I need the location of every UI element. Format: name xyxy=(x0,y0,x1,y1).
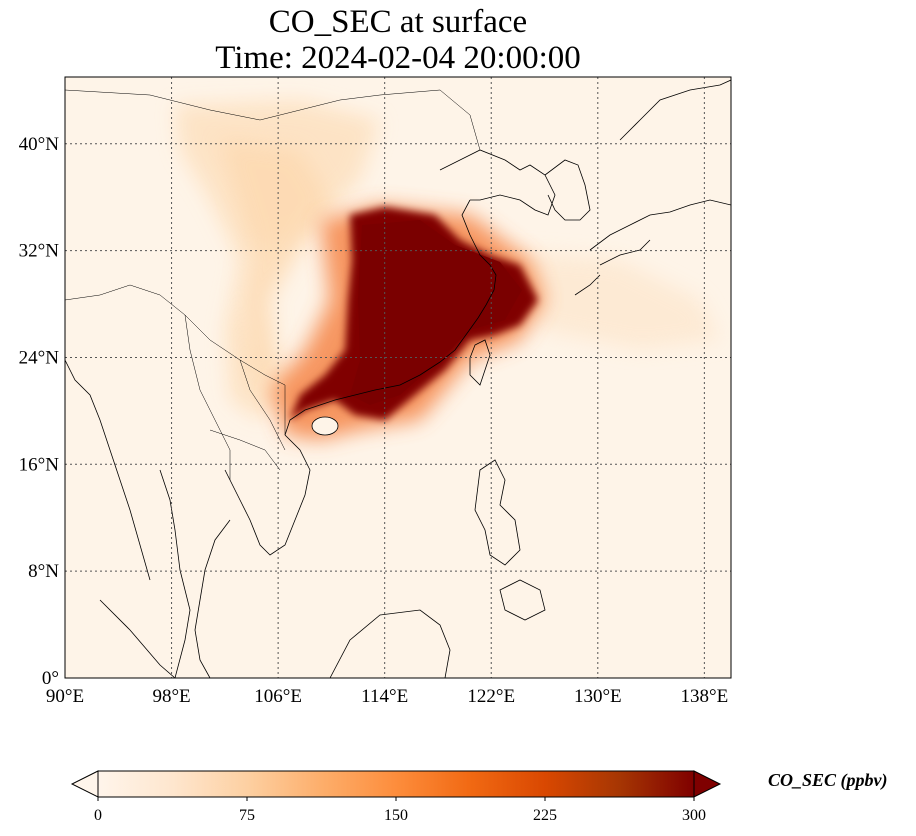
colorbar: 0 75 150 225 300 xyxy=(70,770,722,824)
lat-axis: 0° 8°N 16°N 24°N 32°N 40°N xyxy=(19,134,60,689)
plume-light-2 xyxy=(220,140,330,380)
lon-tick-label: 114°E xyxy=(361,686,408,707)
coastlines xyxy=(65,79,731,678)
colorbar-tick-label: 150 xyxy=(384,807,408,824)
lon-tick-label: 106°E xyxy=(254,686,302,707)
co-field xyxy=(175,100,720,440)
lat-tick-label: 40°N xyxy=(19,134,60,155)
lon-tick-label: 122°E xyxy=(467,686,515,707)
colorbar-extend-high xyxy=(693,770,722,798)
plume-core-2 xyxy=(350,220,522,405)
lon-tick-label: 98°E xyxy=(152,686,190,707)
colorbar-tick-label: 0 xyxy=(94,807,102,824)
lat-tick-label: 24°N xyxy=(19,347,60,368)
gridlines xyxy=(65,77,731,678)
colorbar-tick-label: 300 xyxy=(682,807,706,824)
lon-tick-label: 90°E xyxy=(46,686,84,707)
borders xyxy=(65,89,481,480)
map-panel[interactable] xyxy=(64,76,732,679)
lon-axis: 90°E 98°E 106°E 114°E 122°E 130°E 138°E xyxy=(46,686,728,707)
colorbar-gradient xyxy=(98,771,694,797)
lon-tick-label: 130°E xyxy=(574,686,622,707)
plume-light xyxy=(175,100,380,420)
map-title-line2: Time: 2024-02-04 20:00:00 xyxy=(215,40,581,76)
map-title-line1: CO_SEC at surface xyxy=(268,4,528,40)
map-frame xyxy=(64,76,732,679)
colorbar-ticks: 0 75 150 225 300 xyxy=(94,797,706,824)
colorbar-extend-low xyxy=(70,770,99,798)
colorbar-tick-label: 75 xyxy=(239,807,255,824)
lat-tick-label: 8°N xyxy=(28,561,59,582)
lat-tick-label: 16°N xyxy=(19,454,60,475)
colorbar-tick-label: 225 xyxy=(533,807,557,824)
hainan-island xyxy=(311,416,339,436)
lon-tick-label: 138°E xyxy=(681,686,729,707)
lat-tick-label: 0° xyxy=(42,668,59,689)
colorbar-label: CO_SEC (ppbv) xyxy=(768,770,888,790)
lat-tick-label: 32°N xyxy=(19,241,60,262)
plume-east xyxy=(500,250,720,350)
